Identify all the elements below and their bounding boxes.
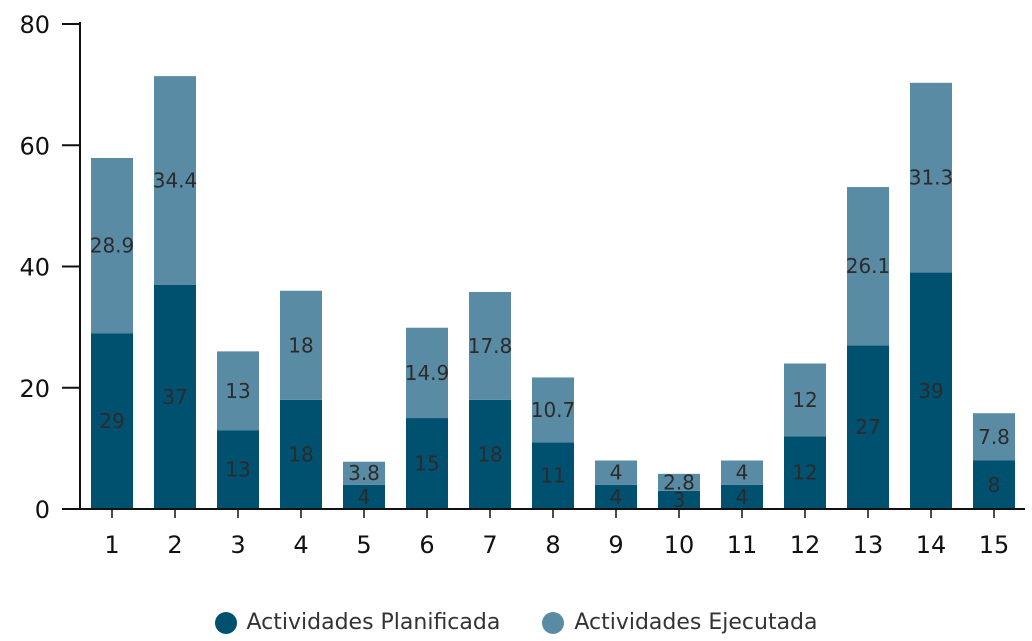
bar-planificada-5: [343, 484, 385, 509]
bar-ejecutada-9: [595, 460, 637, 485]
bar-planificada-10: [658, 490, 700, 509]
data-label-ejecutada-5: 3.8: [348, 461, 380, 485]
data-label-ejecutada-10: 2.8: [663, 470, 695, 494]
legend-label-ejecutada: Actividades Ejecutada: [574, 610, 818, 635]
data-label-ejecutada-7: 17.8: [468, 334, 513, 358]
data-label-ejecutada-2: 34.4: [153, 168, 198, 192]
data-label-planificada-4: 18: [288, 442, 313, 466]
x-tick-label-10: 10: [664, 531, 695, 559]
x-tick-label-8: 8: [545, 531, 560, 559]
data-label-planificada-5: 4: [358, 485, 371, 509]
bar-ejecutada-8: [532, 377, 574, 443]
bars-layer: [91, 76, 1015, 509]
bar-planificada-8: [532, 442, 574, 509]
data-label-planificada-3: 13: [225, 458, 250, 482]
bar-planificada-6: [406, 418, 448, 509]
x-tick-label-13: 13: [853, 531, 884, 559]
bar-planificada-15: [973, 460, 1015, 509]
data-label-planificada-10: 3: [673, 488, 686, 512]
x-tick-label-9: 9: [608, 531, 623, 559]
data-label-ejecutada-14: 31.3: [909, 166, 954, 190]
x-tick-label-6: 6: [419, 531, 434, 559]
bar-planificada-14: [910, 272, 952, 509]
data-label-planificada-7: 18: [477, 442, 502, 466]
data-label-ejecutada-15: 7.8: [978, 425, 1010, 449]
data-label-ejecutada-6: 14.9: [405, 361, 450, 385]
bar-ejecutada-14: [910, 82, 952, 273]
bar-ejecutada-2: [154, 76, 196, 285]
bar-ejecutada-13: [847, 187, 889, 346]
bar-planificada-11: [721, 484, 763, 509]
data-label-planificada-14: 39: [918, 379, 943, 403]
data-label-ejecutada-3: 13: [225, 379, 250, 403]
bar-ejecutada-1: [91, 157, 133, 334]
y-tick-label-0: 0: [35, 496, 50, 524]
data-label-ejecutada-11: 4: [736, 461, 749, 485]
data-label-planificada-2: 37: [162, 385, 187, 409]
data-label-ejecutada-8: 10.7: [531, 398, 576, 422]
legend-label-planificada: Actividades Planificada: [246, 610, 501, 635]
data-label-planificada-8: 11: [540, 464, 565, 488]
x-tick-label-11: 11: [727, 531, 758, 559]
bar-ejecutada-6: [406, 327, 448, 419]
bar-ejecutada-11: [721, 460, 763, 485]
legend-item-ejecutada: Actividades Ejecutada: [542, 610, 818, 635]
data-label-planificada-12: 12: [792, 461, 817, 485]
bar-ejecutada-15: [973, 413, 1015, 461]
bar-ejecutada-12: [784, 363, 826, 437]
data-label-ejecutada-12: 12: [792, 388, 817, 412]
x-tick-label-5: 5: [356, 531, 371, 559]
bar-ejecutada-10: [658, 473, 700, 491]
x-tick-label-3: 3: [230, 531, 245, 559]
x-tick-label-14: 14: [916, 531, 947, 559]
data-label-ejecutada-9: 4: [610, 461, 623, 485]
bar-planificada-7: [469, 399, 511, 509]
data-label-planificada-1: 29: [99, 409, 124, 433]
data-label-ejecutada-1: 28.9: [90, 234, 135, 258]
x-tick-label-7: 7: [482, 531, 497, 559]
data-label-planificada-11: 4: [736, 485, 749, 509]
bar-planificada-3: [217, 430, 259, 509]
x-tick-label-15: 15: [979, 531, 1010, 559]
y-tick-label-60: 60: [19, 132, 50, 160]
data-label-ejecutada-4: 18: [288, 333, 313, 357]
y-tick-label-20: 20: [19, 375, 50, 403]
bar-ejecutada-3: [217, 351, 259, 431]
bar-planificada-4: [280, 399, 322, 509]
legend-swatch-ejecutada: [542, 611, 565, 634]
legend: Actividades Planificada Actividades Ejec…: [0, 610, 1032, 635]
bar-planificada-1: [91, 333, 133, 509]
bar-planificada-13: [847, 345, 889, 509]
x-tick-label-2: 2: [167, 531, 182, 559]
data-label-planificada-15: 8: [988, 473, 1001, 497]
bar-ejecutada-4: [280, 290, 322, 400]
x-tick-label-12: 12: [790, 531, 821, 559]
bar-ejecutada-5: [343, 461, 385, 485]
bar-planificada-12: [784, 436, 826, 509]
data-label-ejecutada-13: 26.1: [846, 254, 891, 278]
x-tick-label-1: 1: [104, 531, 119, 559]
data-label-planificada-9: 4: [610, 485, 623, 509]
bar-planificada-9: [595, 484, 637, 509]
bar-planificada-2: [154, 284, 196, 509]
legend-swatch-planificada: [214, 611, 237, 634]
y-tick-label-40: 40: [19, 254, 50, 282]
bar-ejecutada-7: [469, 291, 511, 400]
y-tick-label-80: 80: [19, 11, 50, 39]
x-tick-label-4: 4: [293, 531, 308, 559]
legend-item-planificada: Actividades Planificada: [214, 610, 501, 635]
data-label-planificada-13: 27: [855, 415, 880, 439]
data-label-planificada-6: 15: [414, 452, 439, 476]
